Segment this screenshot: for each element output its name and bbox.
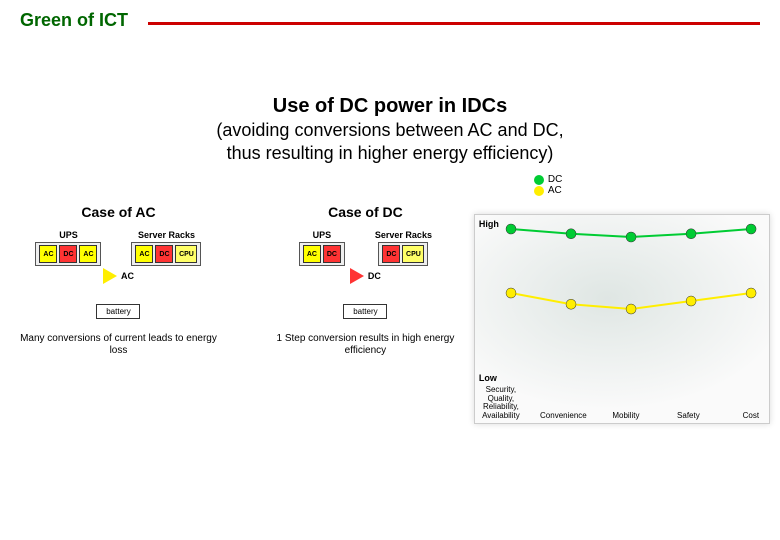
cases-panel: Case of AC UPS AC DC AC Server Racks AC …: [10, 204, 474, 424]
case-dc-row: UPS AC DC Server Racks DC CPU: [257, 230, 474, 266]
case-ac-title: Case of AC: [10, 204, 227, 220]
chip-dc: DC: [323, 245, 341, 263]
chip-dc: DC: [59, 245, 77, 263]
x-label: Cost: [724, 412, 778, 421]
chip-cpu: CPU: [175, 245, 197, 263]
chip-cpu: CPU: [402, 245, 424, 263]
case-ac-row: UPS AC DC AC Server Racks AC DC CPU: [10, 230, 227, 266]
chip-ac: AC: [39, 245, 57, 263]
bus-row: DC: [257, 268, 474, 284]
ups-box: AC DC AC: [35, 242, 101, 266]
case-ac-caption: Many conversions of current leads to ene…: [10, 333, 227, 357]
ups-label: UPS: [59, 230, 78, 240]
chip-dc: DC: [382, 245, 400, 263]
bus-arrow-icon: [350, 268, 364, 284]
x-label: Mobility: [599, 412, 653, 421]
header-rule: [148, 22, 760, 25]
chart: High Low Security, Quality, Reliability,…: [474, 214, 770, 424]
ups-box: AC DC: [299, 242, 345, 266]
chip-ac: AC: [135, 245, 153, 263]
bus-label: AC: [121, 271, 134, 281]
bus-row: AC: [10, 268, 227, 284]
legend-ac-dot: [534, 186, 544, 196]
battery-box: battery: [96, 304, 140, 319]
bus-label: DC: [368, 271, 381, 281]
case-ac: Case of AC UPS AC DC AC Server Racks AC …: [10, 204, 227, 424]
racks-unit: Server Racks AC DC CPU: [131, 230, 201, 266]
chip-ac: AC: [303, 245, 321, 263]
racks-label: Server Racks: [138, 230, 195, 240]
subtitle-2: thus resulting in higher energy efficien…: [0, 143, 780, 164]
x-label: Convenience: [536, 412, 590, 421]
case-dc: Case of DC UPS AC DC Server Racks DC CPU: [257, 204, 474, 424]
rack-box: DC CPU: [378, 242, 428, 266]
legend-ac-label: AC: [548, 185, 562, 196]
legend-dc-label: DC: [548, 174, 562, 185]
y-high: High: [479, 219, 499, 229]
racks-label: Server Racks: [375, 230, 432, 240]
racks-unit: Server Racks DC CPU: [375, 230, 432, 266]
ups-label: UPS: [313, 230, 332, 240]
x-label: Security, Quality, Reliability, Availabi…: [474, 386, 528, 421]
battery-box: battery: [343, 304, 387, 319]
x-label: Safety: [661, 412, 715, 421]
legend-dc: DC: [534, 174, 562, 185]
bus-arrow-icon: [103, 268, 117, 284]
case-dc-title: Case of DC: [257, 204, 474, 220]
header: Green of ICT: [0, 0, 780, 35]
main-title: Use of DC power in IDCs (avoiding conver…: [0, 95, 780, 164]
ups-unit: UPS AC DC AC: [35, 230, 101, 266]
title: Use of DC power in IDCs: [0, 95, 780, 118]
chip-ac: AC: [79, 245, 97, 263]
rack-box: AC DC CPU: [131, 242, 201, 266]
chart-svg: [501, 221, 761, 381]
case-dc-caption: 1 Step conversion results in high energy…: [257, 333, 474, 357]
legend: DC AC: [534, 174, 562, 196]
chart-panel: DC AC High Low Security, Quality, Reliab…: [474, 204, 770, 424]
body: Case of AC UPS AC DC AC Server Racks AC …: [0, 204, 780, 424]
y-low: Low: [479, 373, 497, 383]
chip-dc: DC: [155, 245, 173, 263]
legend-dc-dot: [534, 175, 544, 185]
legend-ac: AC: [534, 185, 562, 196]
subtitle-1: (avoiding conversions between AC and DC,: [0, 120, 780, 141]
ups-unit: UPS AC DC: [299, 230, 345, 266]
page-title: Green of ICT: [20, 10, 128, 31]
